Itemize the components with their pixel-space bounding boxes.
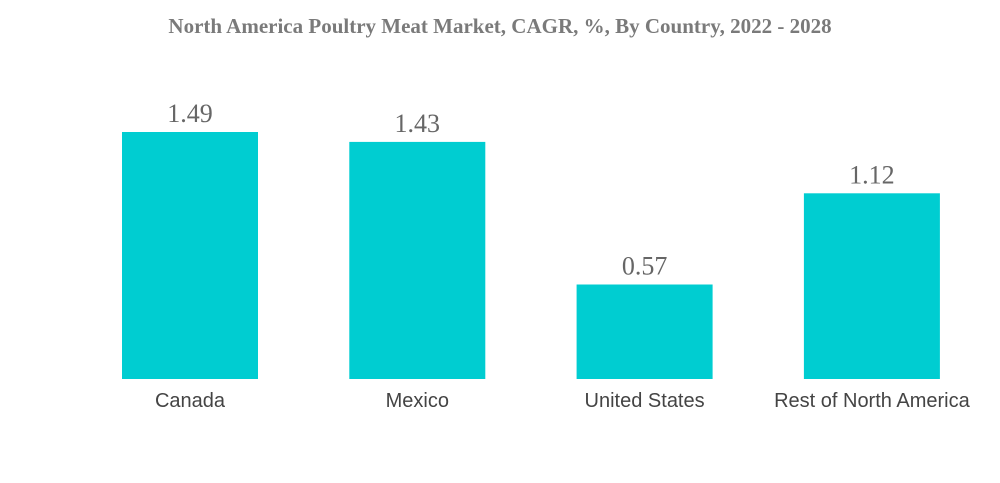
bars-group (122, 132, 940, 379)
value-label: 1.49 (167, 99, 213, 128)
bar-mexico (349, 141, 486, 379)
category-label: Rest of North America (774, 390, 971, 412)
value-label: 0.57 (622, 252, 668, 281)
value-label: 1.43 (395, 109, 441, 138)
bar-rest-of-north-america (803, 193, 940, 379)
bar-united-states (576, 284, 713, 379)
category-labels-group: Canada Mexico United States Rest of North A… (155, 390, 971, 412)
value-label: 1.12 (849, 160, 895, 189)
category-label: United States (585, 390, 705, 412)
value-labels-group: 1.49 1.43 0.57 1.12 (167, 99, 894, 281)
chart-title: North America Poultry Meat Market, CAGR,… (168, 14, 832, 38)
category-label: Canada (155, 390, 226, 412)
category-label: Mexico (386, 390, 449, 412)
bar-canada (122, 132, 258, 379)
